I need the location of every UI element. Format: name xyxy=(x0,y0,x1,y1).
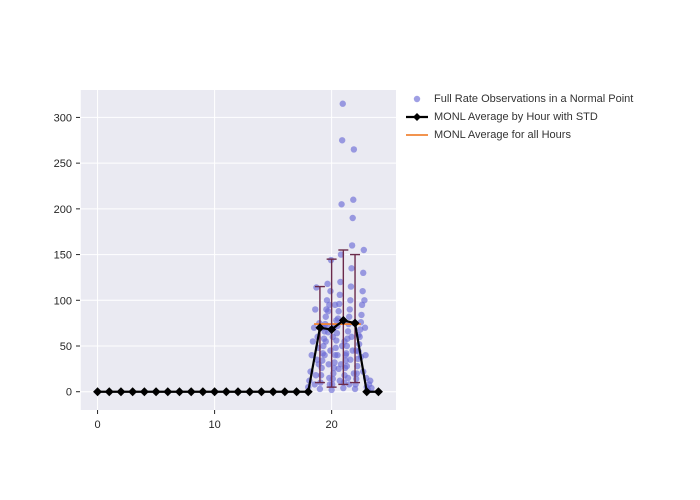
scatter-point xyxy=(332,302,338,308)
scatter-point xyxy=(353,376,359,382)
legend-item-overall: MONL Average for all Hours xyxy=(406,126,633,144)
scatter-point xyxy=(330,334,336,340)
legend-item-avgline: MONL Average by Hour with STD xyxy=(406,108,633,126)
scatter-point xyxy=(359,288,365,294)
scatter-point xyxy=(361,247,367,253)
y-tick-label: 150 xyxy=(54,250,72,262)
scatter-point xyxy=(337,292,343,298)
y-tick-label: 50 xyxy=(60,341,72,353)
scatter-point xyxy=(358,312,364,318)
x-tick-label: 10 xyxy=(208,419,220,431)
scatter-point xyxy=(349,215,355,221)
y-tick-label: 200 xyxy=(54,204,72,216)
scatter-point xyxy=(341,338,347,344)
y-tick-label: 100 xyxy=(54,295,72,307)
scatter-point xyxy=(323,314,329,320)
x-tick-label: 0 xyxy=(94,419,100,431)
chart-container: 01020050100150200250300 Full Rate Observ… xyxy=(0,0,700,500)
legend-swatch-overall xyxy=(406,128,428,142)
scatter-point xyxy=(313,284,319,290)
scatter-point xyxy=(345,328,351,334)
legend-label-avgline: MONL Average by Hour with STD xyxy=(434,111,598,123)
scatter-point xyxy=(323,338,329,344)
scatter-point xyxy=(347,306,353,312)
chart-svg: 01020050100150200250300 xyxy=(0,0,700,500)
scatter-point xyxy=(321,352,327,358)
scatter-point xyxy=(333,317,339,323)
legend-item-scatter: Full Rate Observations in a Normal Point xyxy=(406,90,633,108)
y-tick-label: 0 xyxy=(66,387,72,399)
scatter-point xyxy=(344,363,350,369)
scatter-point xyxy=(325,308,331,314)
scatter-point xyxy=(360,270,366,276)
scatter-point xyxy=(350,197,356,203)
y-tick-label: 300 xyxy=(54,112,72,124)
scatter-point xyxy=(338,201,344,207)
scatter-point xyxy=(348,283,354,289)
scatter-point xyxy=(348,265,354,271)
scatter-point xyxy=(367,378,373,384)
scatter-point xyxy=(340,101,346,107)
scatter-point xyxy=(348,334,354,340)
scatter-point xyxy=(310,338,316,344)
scatter-point xyxy=(330,376,336,382)
scatter-point xyxy=(362,325,368,331)
scatter-point xyxy=(317,386,323,392)
scatter-point xyxy=(349,242,355,248)
scatter-point xyxy=(351,146,357,152)
scatter-point xyxy=(333,345,339,351)
scatter-point xyxy=(345,375,351,381)
scatter-point xyxy=(334,352,340,358)
x-tick-label: 20 xyxy=(326,419,338,431)
scatter-point xyxy=(327,288,333,294)
legend-label-scatter: Full Rate Observations in a Normal Point xyxy=(434,93,633,105)
scatter-point xyxy=(361,297,367,303)
scatter-point xyxy=(340,385,346,391)
legend-label-overall: MONL Average for all Hours xyxy=(434,129,571,141)
legend-swatch-scatter xyxy=(406,92,428,106)
scatter-point xyxy=(324,281,330,287)
scatter-point xyxy=(318,372,324,378)
scatter-point xyxy=(335,308,341,314)
scatter-point xyxy=(347,357,353,363)
scatter-point xyxy=(347,297,353,303)
scatter-point xyxy=(312,306,318,312)
scatter-point xyxy=(346,314,352,320)
legend: Full Rate Observations in a Normal Point… xyxy=(406,90,633,144)
y-tick-label: 250 xyxy=(54,158,72,170)
scatter-point xyxy=(339,137,345,143)
legend-swatch-avgline xyxy=(406,110,428,124)
